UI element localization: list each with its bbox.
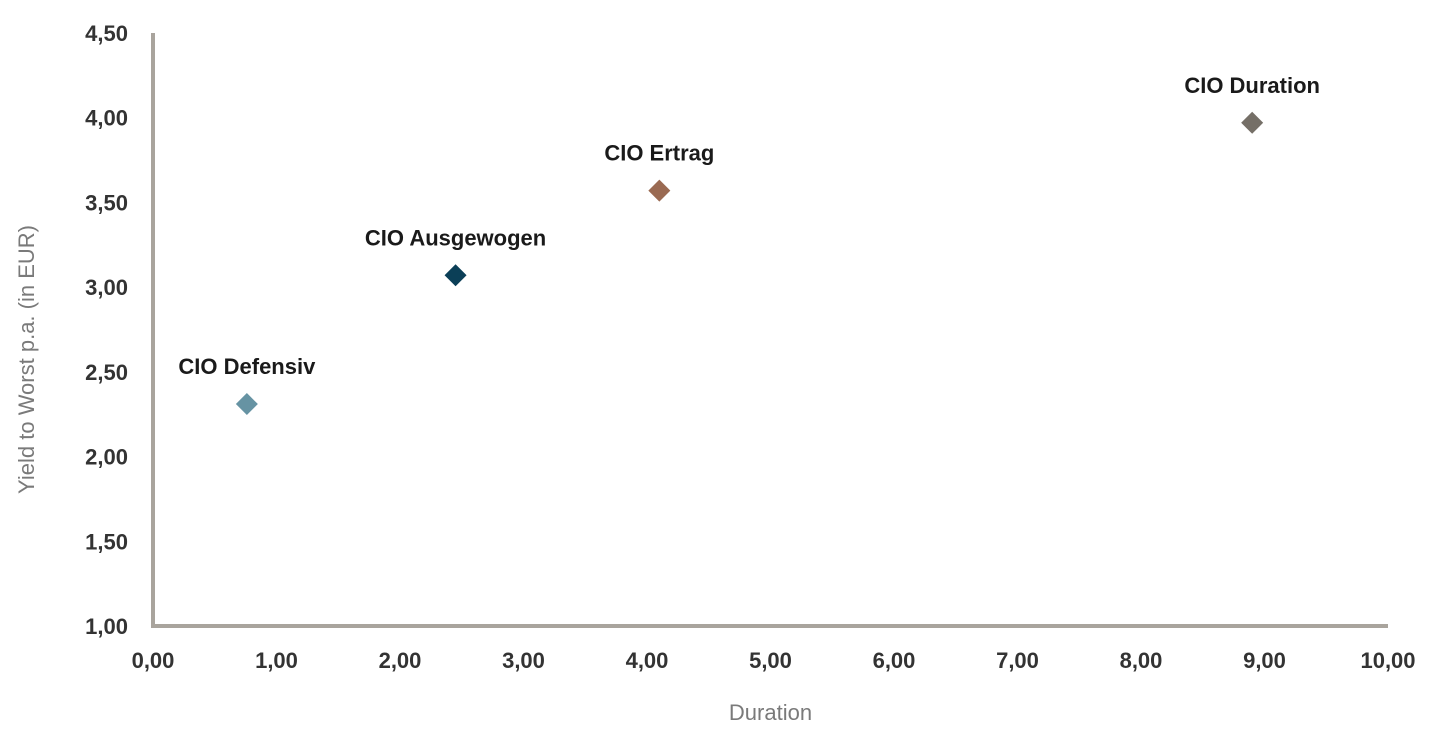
x-tick-label: 10,00 — [1360, 648, 1415, 673]
y-tick-label: 4,00 — [85, 106, 128, 131]
x-tick-label: 4,00 — [626, 648, 669, 673]
y-axis-title: Yield to Worst p.a. (in EUR) — [14, 225, 39, 494]
data-point-marker — [235, 393, 258, 416]
x-tick-label: 1,00 — [255, 648, 298, 673]
y-tick-label: 1,00 — [85, 614, 128, 639]
data-point-label: CIO Ausgewogen — [365, 225, 546, 250]
y-tick-label: 1,50 — [85, 529, 128, 554]
data-points: CIO Defensiv CIO Ausgewogen CIO Ertrag CIO … — [178, 73, 1320, 416]
x-tick-label: 0,00 — [132, 648, 175, 673]
data-point-label: CIO Ertrag — [604, 141, 714, 166]
y-tick-label: 3,50 — [85, 190, 128, 215]
data-point-label: CIO Defensiv — [178, 354, 316, 379]
data-point-marker — [648, 179, 671, 202]
x-tick-label: 9,00 — [1243, 648, 1286, 673]
y-tick-label: 2,00 — [85, 445, 128, 470]
x-tick-label: 6,00 — [873, 648, 916, 673]
y-tick-label: 2,50 — [85, 360, 128, 385]
y-axis-ticks: 1,00 1,50 2,00 2,50 3,00 3,50 4,00 4,50 — [85, 21, 128, 639]
x-tick-label: 3,00 — [502, 648, 545, 673]
data-point-marker — [1241, 111, 1264, 134]
x-axis-title: Duration — [729, 700, 812, 725]
y-tick-label: 4,50 — [85, 21, 128, 46]
y-tick-label: 3,00 — [85, 275, 128, 300]
x-tick-label: 2,00 — [379, 648, 422, 673]
x-tick-label: 5,00 — [749, 648, 792, 673]
x-tick-label: 8,00 — [1120, 648, 1163, 673]
x-axis-ticks: 0,00 1,00 2,00 3,00 4,00 5,00 6,00 7,00 8,00 9,00… — [132, 648, 1416, 673]
data-point-label: CIO Duration — [1184, 73, 1320, 98]
x-tick-label: 7,00 — [996, 648, 1039, 673]
data-point-marker — [444, 264, 467, 287]
